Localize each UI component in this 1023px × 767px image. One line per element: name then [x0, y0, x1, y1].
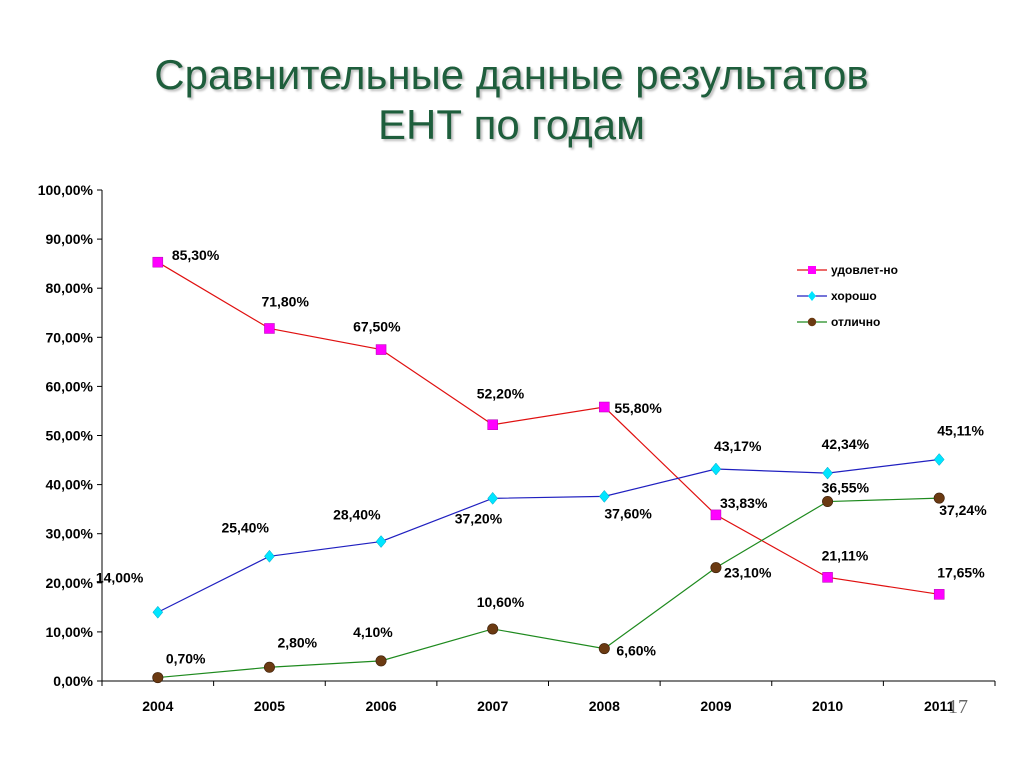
x-tick-label: 2008: [589, 698, 620, 714]
data-point: [822, 466, 833, 480]
y-tick-label: 40,00%: [46, 477, 94, 493]
legend-marker: [808, 266, 816, 274]
x-tick-label: 2010: [812, 698, 843, 714]
data-point: [933, 492, 945, 504]
data-label: 45,11%: [937, 423, 984, 439]
data-label: 17,65%: [937, 564, 985, 580]
data-label: 37,20%: [455, 510, 503, 526]
legend-marker: [808, 291, 816, 301]
data-point: [710, 509, 722, 521]
data-label: 85,30%: [172, 247, 220, 263]
data-label: 28,40%: [333, 507, 381, 523]
data-point: [375, 655, 387, 667]
data-point: [263, 661, 275, 673]
y-tick-label: 50,00%: [46, 428, 94, 444]
legend-label: удовлет-но: [831, 263, 898, 277]
series-markers: [152, 256, 945, 684]
data-label: 6,60%: [616, 643, 656, 659]
y-tick-label: 70,00%: [46, 329, 94, 345]
data-label: 4,10%: [353, 624, 393, 640]
legend-label: хорошо: [831, 289, 877, 303]
data-point: [710, 562, 722, 574]
series-line-2: [157, 458, 940, 613]
y-tick-label: 30,00%: [46, 526, 94, 542]
series-line-1: [157, 261, 940, 595]
data-point: [375, 344, 387, 355]
page-number: 17: [948, 696, 968, 718]
chart-axes: 0,00% 10,00% 20,00% 30,00% 40,00% 50,00% 60,00…: [38, 182, 996, 714]
y-tick-label: 20,00%: [46, 575, 94, 591]
x-tick-label: 2011: [924, 698, 955, 714]
data-point: [822, 572, 833, 583]
data-point: [264, 549, 275, 563]
series-line-3: [157, 497, 940, 679]
data-point: [598, 489, 610, 503]
data-label: 67,50%: [353, 319, 401, 335]
data-point: [152, 256, 164, 268]
data-label: 14,00%: [96, 569, 144, 585]
data-point: [933, 453, 945, 466]
data-label: 71,80%: [261, 293, 309, 309]
data-point: [375, 535, 387, 548]
data-label: 25,40%: [221, 519, 269, 535]
data-label: 43,17%: [714, 438, 762, 454]
data-point: [710, 462, 722, 476]
series-lines: [157, 261, 940, 679]
data-point: [487, 419, 498, 430]
chart-legend: удовлет-но хорошо отлично: [797, 263, 898, 329]
x-tick-label: 2005: [254, 698, 285, 714]
y-tick-label: 10,00%: [46, 624, 94, 640]
data-label: 2,80%: [277, 634, 317, 650]
data-point: [152, 605, 164, 619]
data-point: [152, 672, 164, 684]
data-label: 37,60%: [604, 505, 652, 521]
data-label: 21,11%: [822, 547, 869, 563]
data-label: 0,70%: [166, 651, 206, 667]
y-tick-label: 100,00%: [38, 182, 94, 198]
y-tick-label: 0,00%: [53, 673, 93, 689]
data-label: 36,55%: [822, 480, 870, 496]
x-tick-label: 2004: [142, 698, 173, 714]
data-point: [598, 643, 610, 655]
data-label: 10,60%: [477, 594, 525, 610]
legend-label: отлично: [831, 315, 880, 329]
x-tick-label: 2007: [477, 698, 508, 714]
data-label: 33,83%: [720, 495, 768, 511]
title-line-2: ЕНТ по годам: [377, 101, 645, 148]
data-point: [487, 491, 499, 505]
data-point: [933, 589, 945, 600]
data-label: 23,10%: [724, 565, 772, 581]
data-label: 37,24%: [939, 502, 987, 518]
data-label: 42,34%: [822, 436, 870, 452]
data-point: [599, 401, 610, 413]
data-label: 55,80%: [614, 400, 662, 416]
slide-title: Сравнительные данные результатов ЕНТ по …: [0, 50, 1023, 150]
x-tick-label: 2006: [365, 698, 396, 714]
data-point: [822, 496, 834, 508]
data-labels: 85,30% 71,80% 67,50% 52,20% 55,80% 33,83% 21,1…: [96, 247, 987, 666]
x-tick-label: 2009: [700, 698, 731, 714]
legend-marker: [807, 317, 817, 327]
data-label: 52,20%: [477, 386, 525, 402]
y-tick-label: 90,00%: [46, 231, 94, 247]
y-tick-label: 60,00%: [46, 378, 94, 394]
title-line-1: Сравнительные данные результатов: [154, 51, 869, 98]
y-tick-label: 80,00%: [46, 280, 94, 296]
data-point: [264, 323, 275, 334]
data-point: [487, 623, 499, 635]
